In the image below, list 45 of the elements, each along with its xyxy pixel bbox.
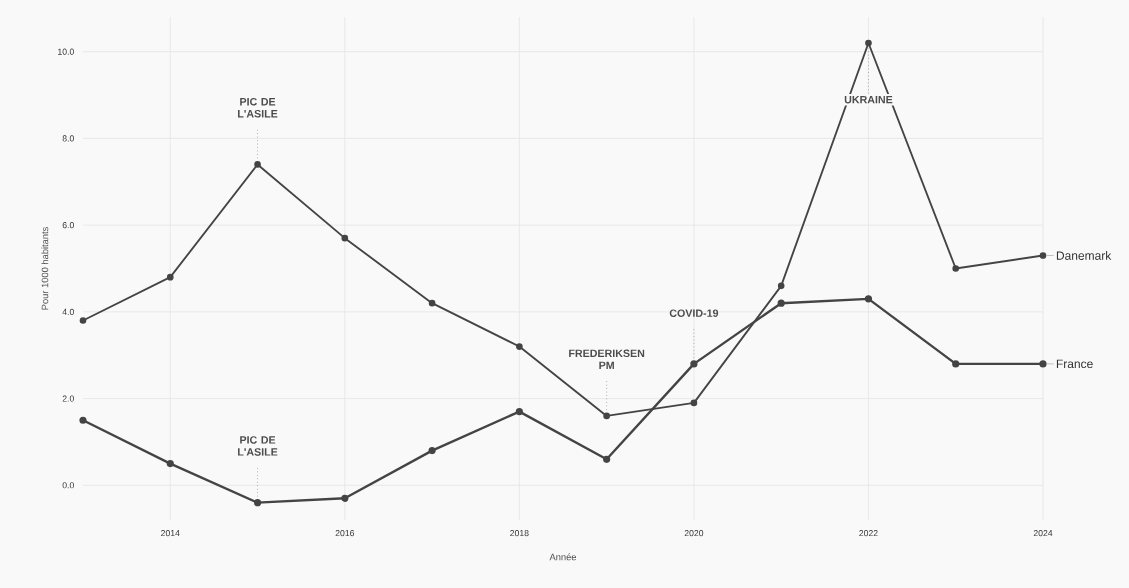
point	[777, 282, 785, 290]
point	[603, 412, 610, 420]
x-tick-label: 2018	[510, 530, 529, 537]
x-tick-label: 2014	[161, 530, 180, 537]
y-axis-title: Pour 1000 habitants	[41, 227, 49, 310]
point	[515, 407, 523, 416]
point	[341, 234, 349, 242]
point	[516, 343, 523, 350]
y-tick-label: 10.0	[58, 48, 74, 55]
point	[428, 447, 436, 455]
point	[341, 494, 349, 502]
y-tick-label: 2.0	[62, 395, 74, 402]
point	[690, 399, 698, 407]
y-tick-label: 8.0	[62, 135, 74, 142]
point	[254, 161, 261, 168]
point	[166, 460, 174, 468]
point	[690, 360, 698, 368]
y-tick-label: 0.0	[62, 482, 74, 489]
point	[777, 299, 785, 307]
annotation: UKRAINE	[844, 95, 893, 104]
point	[1039, 252, 1047, 259]
x-tick-label: 2020	[684, 530, 704, 537]
x-tick-label: 2016	[335, 530, 355, 537]
annotation: COVID-19	[669, 309, 719, 317]
point	[253, 499, 262, 507]
point	[79, 416, 87, 424]
annotation: FREDERIKSEN PM	[569, 349, 645, 369]
point	[865, 39, 872, 47]
x-axis-title: Année	[549, 553, 577, 561]
y-tick-label: 6.0	[62, 222, 74, 229]
point	[166, 273, 174, 281]
annotation: PIC DE L'ASILE	[238, 97, 278, 118]
point	[428, 299, 436, 307]
x-tick-label: 2022	[859, 530, 878, 537]
y-tick-label: 4.0	[62, 308, 74, 315]
point	[603, 455, 611, 463]
point	[79, 317, 87, 324]
point	[952, 360, 960, 368]
point	[864, 295, 873, 303]
annotation: PIC DE L'ASILE	[238, 436, 278, 456]
point	[952, 265, 960, 272]
x-tick-label: 2024	[1033, 530, 1053, 537]
point	[1039, 360, 1047, 368]
series-label: Danemark	[1056, 251, 1112, 260]
series-label: France	[1056, 359, 1093, 369]
